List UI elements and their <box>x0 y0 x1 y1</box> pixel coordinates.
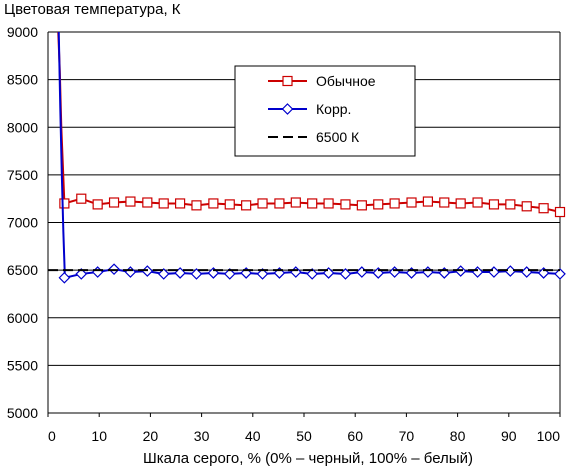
point-normal-27 <box>505 199 516 210</box>
y-tick-8500: 8500 <box>7 72 38 88</box>
point-normal-20 <box>389 198 400 209</box>
x-tick-labels: 0 10 20 30 40 50 60 70 80 90 100 <box>47 413 561 444</box>
legend-item-corrected: Корр. <box>268 101 351 117</box>
x-tick-70: 70 <box>399 428 415 444</box>
point-normal-16 <box>323 198 334 209</box>
point-normal-9 <box>208 198 219 209</box>
point-corrected-28 <box>520 266 533 278</box>
x-tick-30: 30 <box>194 428 210 444</box>
x-axis-title: Шкала серого, % (0% – черный, 100% – бел… <box>143 450 473 467</box>
x-tick-80: 80 <box>450 428 466 444</box>
point-corrected-10 <box>223 268 236 280</box>
point-corrected-15 <box>306 268 319 280</box>
point-corrected-8 <box>190 268 203 280</box>
y-tick-8000: 8000 <box>7 119 38 135</box>
x-tick-40: 40 <box>245 428 261 444</box>
point-corrected-1 <box>75 268 88 280</box>
series-group <box>48 31 566 284</box>
point-normal-24 <box>455 198 466 209</box>
point-corrected-25 <box>471 266 484 278</box>
point-corrected-6 <box>157 268 170 280</box>
legend-box <box>234 65 416 157</box>
point-normal-21 <box>406 197 417 208</box>
point-normal-0 <box>59 198 70 209</box>
point-normal-7 <box>174 198 186 209</box>
y-tick-9000: 9000 <box>7 24 38 40</box>
point-corrected-22 <box>422 266 434 278</box>
y-tick-5500: 5500 <box>7 357 38 373</box>
point-normal-23 <box>439 197 450 208</box>
point-normal-30 <box>554 206 566 218</box>
legend-label-reference-6500k: 6500 К <box>316 129 360 145</box>
x-tick-90: 90 <box>501 428 517 444</box>
point-normal-11 <box>241 200 252 211</box>
point-normal-22 <box>422 196 434 207</box>
point-normal-19 <box>373 199 384 210</box>
grid <box>47 31 561 414</box>
legend-marker-normal <box>282 75 293 87</box>
y-axis-title: Цветовая температура, К <box>4 1 181 18</box>
legend-label-corrected: Корр. <box>316 101 351 117</box>
x-tick-50: 50 <box>296 428 312 444</box>
point-corrected-30 <box>554 268 566 280</box>
legend-marker-corrected <box>281 103 294 115</box>
legend-label-normal: Обычное <box>316 73 376 89</box>
x-tick-60: 60 <box>347 428 363 444</box>
legend-item-reference-6500k: 6500 К <box>268 129 360 145</box>
x-tick-10: 10 <box>91 428 107 444</box>
point-normal-8 <box>191 200 202 211</box>
point-normal-14 <box>290 197 301 208</box>
point-normal-6 <box>158 198 169 209</box>
point-normal-18 <box>356 200 367 211</box>
point-normal-2 <box>92 199 103 210</box>
point-normal-5 <box>142 197 153 208</box>
point-normal-28 <box>521 201 532 212</box>
point-normal-25 <box>472 197 483 208</box>
x-tick-0: 0 <box>48 428 56 444</box>
point-corrected-2 <box>91 266 104 278</box>
point-normal-12 <box>257 198 268 209</box>
y-tick-7000: 7000 <box>7 215 38 231</box>
point-normal-4 <box>125 196 136 207</box>
point-normal-29 <box>538 203 549 214</box>
point-corrected-20 <box>388 266 401 278</box>
point-corrected-17 <box>339 268 352 280</box>
point-corrected-12 <box>256 268 269 280</box>
y-tick-labels: 5000 5500 6000 6500 7000 7500 8000 8500 9000 <box>7 24 38 421</box>
point-normal-1 <box>76 193 87 204</box>
point-corrected-26 <box>488 266 500 278</box>
point-corrected-18 <box>356 266 368 278</box>
x-tick-20: 20 <box>143 428 159 444</box>
legend-item-normal: Обычное <box>268 73 376 89</box>
y-tick-6000: 6000 <box>7 310 38 326</box>
point-normal-3 <box>108 197 120 208</box>
point-normal-17 <box>340 199 351 210</box>
y-tick-6500: 6500 <box>7 262 38 278</box>
legend: Обычное Корр. 6500 К <box>234 65 416 157</box>
point-normal-13 <box>274 198 285 209</box>
x-tick-100: 100 <box>537 428 561 444</box>
point-corrected-4 <box>124 266 137 278</box>
series-normal <box>57 31 566 218</box>
y-tick-5000: 5000 <box>7 405 38 421</box>
point-normal-15 <box>307 198 318 209</box>
y-tick-7500: 7500 <box>7 167 38 183</box>
point-normal-10 <box>224 199 235 210</box>
point-normal-26 <box>488 199 500 210</box>
point-corrected-0 <box>58 271 71 284</box>
point-corrected-14 <box>289 266 302 278</box>
